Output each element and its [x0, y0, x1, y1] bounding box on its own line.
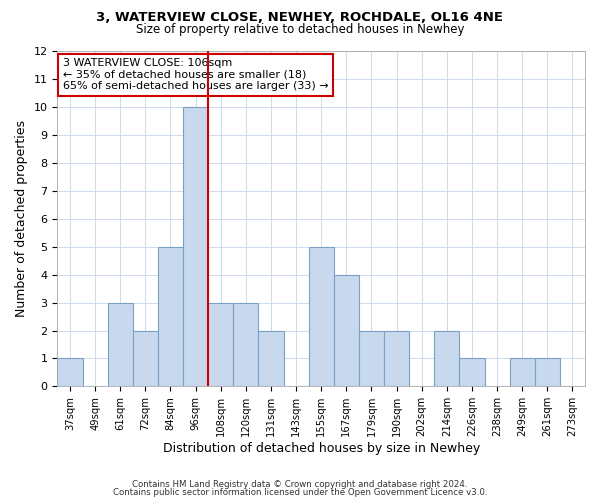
Text: 3, WATERVIEW CLOSE, NEWHEY, ROCHDALE, OL16 4NE: 3, WATERVIEW CLOSE, NEWHEY, ROCHDALE, OL… — [97, 11, 503, 24]
Text: Contains public sector information licensed under the Open Government Licence v3: Contains public sector information licen… — [113, 488, 487, 497]
Bar — [509, 358, 535, 386]
Y-axis label: Number of detached properties: Number of detached properties — [15, 120, 28, 318]
Bar — [334, 274, 359, 386]
Bar — [233, 302, 259, 386]
Bar — [460, 358, 485, 386]
Bar — [259, 330, 284, 386]
X-axis label: Distribution of detached houses by size in Newhey: Distribution of detached houses by size … — [163, 442, 480, 455]
Bar — [535, 358, 560, 386]
Bar — [58, 358, 83, 386]
Text: 3 WATERVIEW CLOSE: 106sqm
← 35% of detached houses are smaller (18)
65% of semi-: 3 WATERVIEW CLOSE: 106sqm ← 35% of detac… — [62, 58, 328, 92]
Bar — [308, 247, 334, 386]
Bar — [183, 108, 208, 386]
Bar — [208, 302, 233, 386]
Bar — [359, 330, 384, 386]
Bar — [107, 302, 133, 386]
Bar — [133, 330, 158, 386]
Bar — [158, 247, 183, 386]
Bar — [384, 330, 409, 386]
Text: Contains HM Land Registry data © Crown copyright and database right 2024.: Contains HM Land Registry data © Crown c… — [132, 480, 468, 489]
Text: Size of property relative to detached houses in Newhey: Size of property relative to detached ho… — [136, 22, 464, 36]
Bar — [434, 330, 460, 386]
